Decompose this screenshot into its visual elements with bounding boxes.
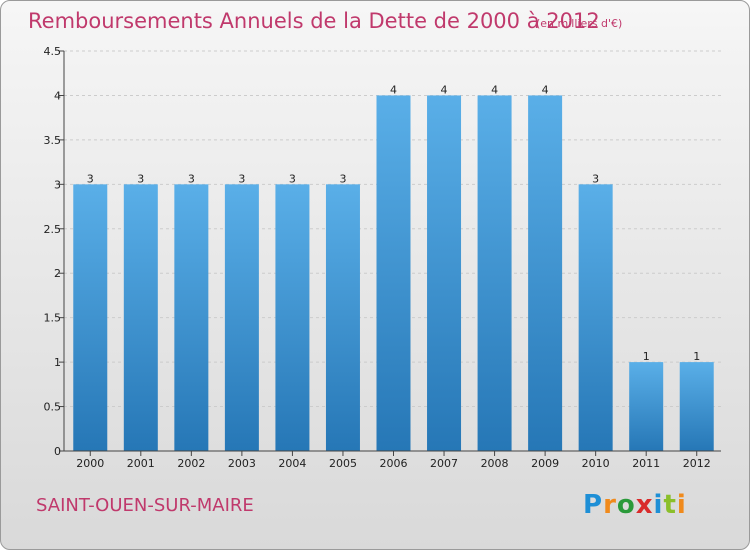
logo-letter: t [663,490,677,520]
y-tick-label: 3.5 [44,134,62,147]
x-tick-label: 2007 [430,457,458,470]
commune-name: SAINT-OUEN-SUR-MAIRE [36,495,254,516]
bar [578,184,613,452]
axes [59,50,721,456]
x-tick-label: 2003 [228,457,256,470]
data-label: 4 [441,83,448,96]
logo-letter: r [603,490,617,520]
logo-letter: i [653,490,664,520]
bar [477,95,512,451]
logo-letter: P [583,490,604,520]
data-label: 3 [188,172,195,185]
x-tick-label: 2011 [632,457,660,470]
labels: 0 0.5 1 1.5 2 2.5 3 3.5 4 4.5 3 2000 3 2001 3 2002 3 2003… [44,45,711,470]
bar [679,362,714,451]
y-tick-label: 4 [54,89,61,102]
proxiti-logo[interactable]: Proxiti [583,490,687,520]
chart-title: Remboursements Annuels de la Dette de 20… [28,9,600,33]
x-tick-label: 2002 [177,457,205,470]
bar [174,184,209,452]
bar [275,184,310,452]
bar [629,362,664,451]
x-tick-label: 2005 [329,457,357,470]
bar [376,95,411,451]
bar [528,95,563,451]
bar [325,184,360,452]
data-label: 3 [592,172,599,185]
data-label: 3 [339,172,346,185]
x-tick-label: 2000 [76,457,104,470]
logo-letter: i [676,490,687,520]
data-label: 3 [238,172,245,185]
logo-letter: o [616,490,636,520]
data-label: 4 [542,83,549,96]
x-tick-label: 2006 [380,457,408,470]
data-label: 4 [390,83,397,96]
data-label: 1 [643,350,650,363]
x-tick-label: 2009 [531,457,559,470]
y-tick-label: 0 [54,445,61,458]
bar [427,95,462,451]
y-tick-label: 1.5 [44,312,62,325]
y-tick-label: 0.5 [44,401,62,414]
y-tick-label: 4.5 [44,45,62,58]
y-tick-label: 2.5 [44,223,62,236]
data-label: 3 [137,172,144,185]
bar [224,184,259,452]
chart-subtitle: (en milliers d'€) [536,17,623,30]
y-tick-label: 2 [54,267,61,280]
logo-letter: x [635,490,654,520]
x-tick-label: 2012 [683,457,711,470]
y-tick-label: 1 [54,356,61,369]
x-tick-label: 2004 [278,457,306,470]
x-tick-label: 2008 [481,457,509,470]
data-label: 1 [693,350,700,363]
y-tick-label: 3 [54,178,61,191]
bars [73,95,714,452]
data-label: 3 [87,172,94,185]
x-tick-label: 2001 [127,457,155,470]
x-tick-label: 2010 [582,457,610,470]
data-label: 3 [289,172,296,185]
data-label: 4 [491,83,498,96]
bar [73,184,108,452]
bar [123,184,158,452]
